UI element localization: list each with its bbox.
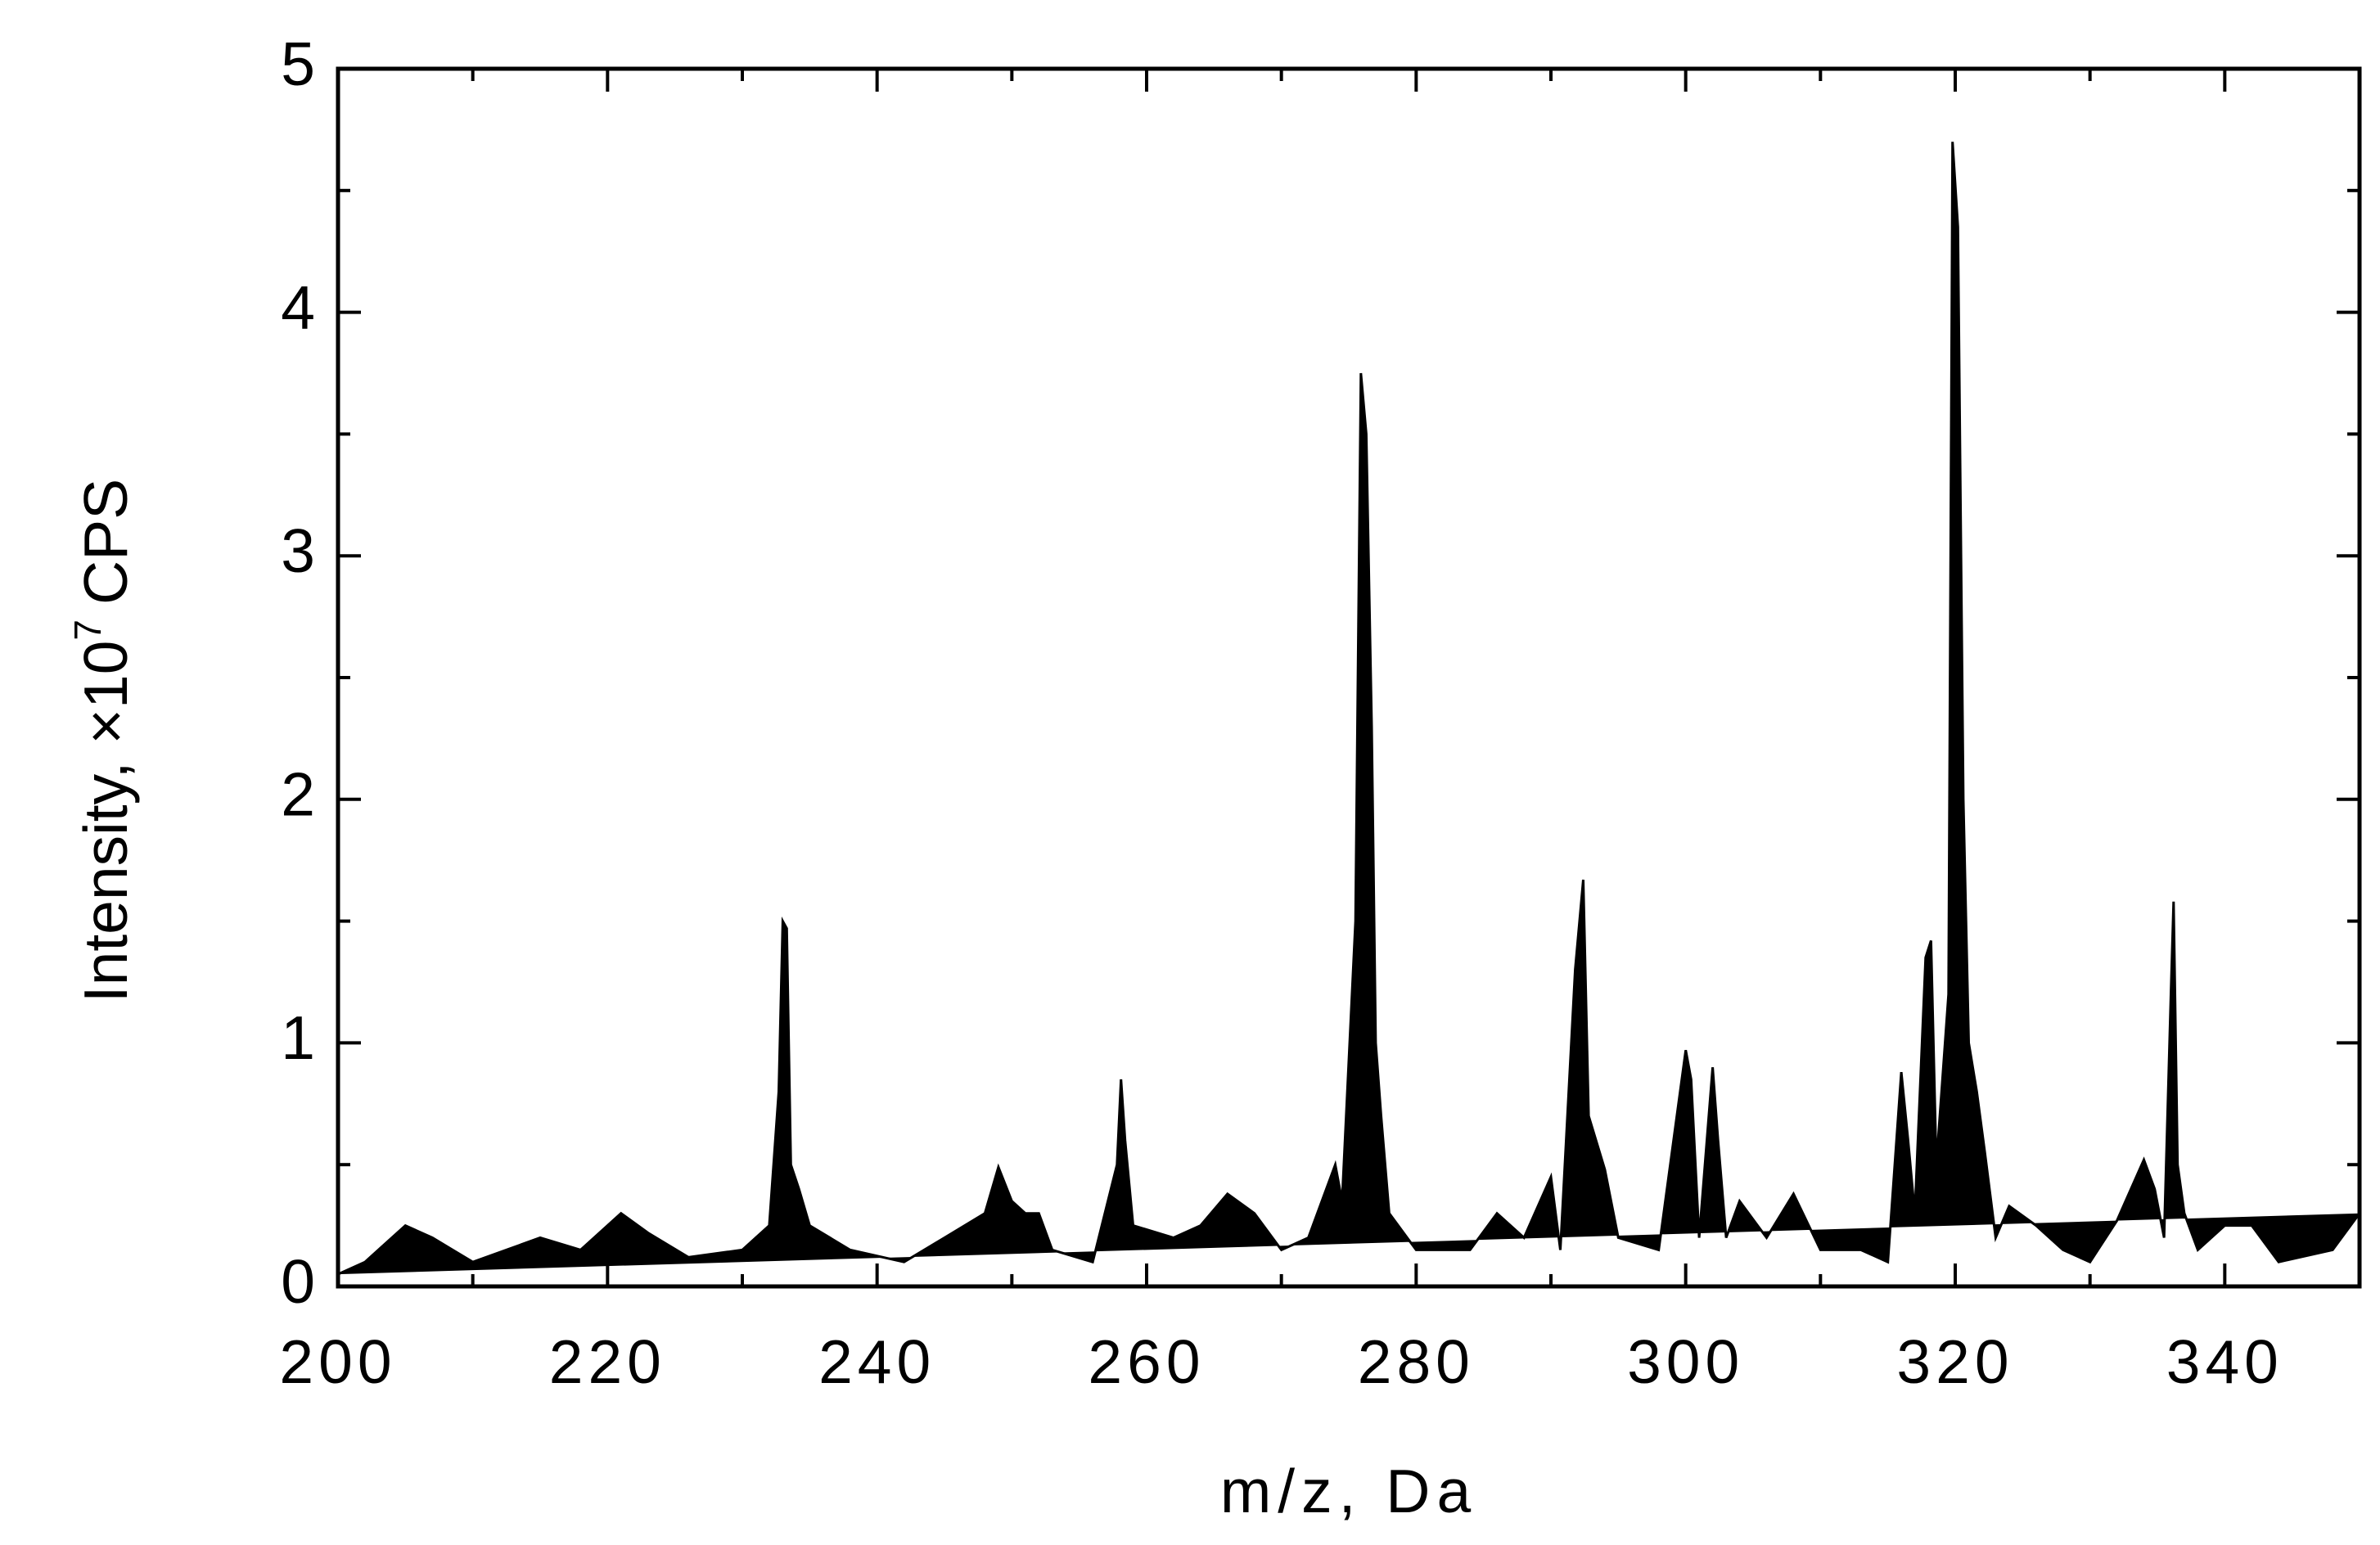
x-axis-title: m/z, Da	[1220, 1457, 1477, 1525]
y-tick-label: 3	[281, 516, 315, 585]
x-tick-label: 240	[818, 1327, 935, 1396]
spectrum	[337, 142, 2361, 1276]
y-axis-title-main: Intensity, ×10	[71, 641, 140, 1003]
y-axis-title-exponent: 7	[66, 619, 109, 641]
y-tick-label: 0	[281, 1247, 315, 1316]
plot-frame	[336, 66, 2362, 1289]
x-tick-label: 220	[549, 1327, 666, 1396]
y-tick-label: 4	[281, 273, 315, 341]
y-axis-title: Intensity, ×107 CPS	[66, 479, 140, 1002]
y-tick-label: 5	[281, 29, 315, 98]
x-tick-label: 200	[279, 1327, 396, 1396]
x-tick-label: 260	[1088, 1327, 1205, 1396]
x-tick-label: 300	[1627, 1327, 1744, 1396]
y-tick-label: 1	[281, 1003, 315, 1072]
y-axis-title-unit: CPS	[71, 479, 140, 605]
x-tick-label: 320	[1896, 1327, 2013, 1396]
x-tick-label: 280	[1358, 1327, 1475, 1396]
x-tick-label: 340	[2166, 1327, 2283, 1396]
y-tick-label: 2	[281, 760, 315, 829]
